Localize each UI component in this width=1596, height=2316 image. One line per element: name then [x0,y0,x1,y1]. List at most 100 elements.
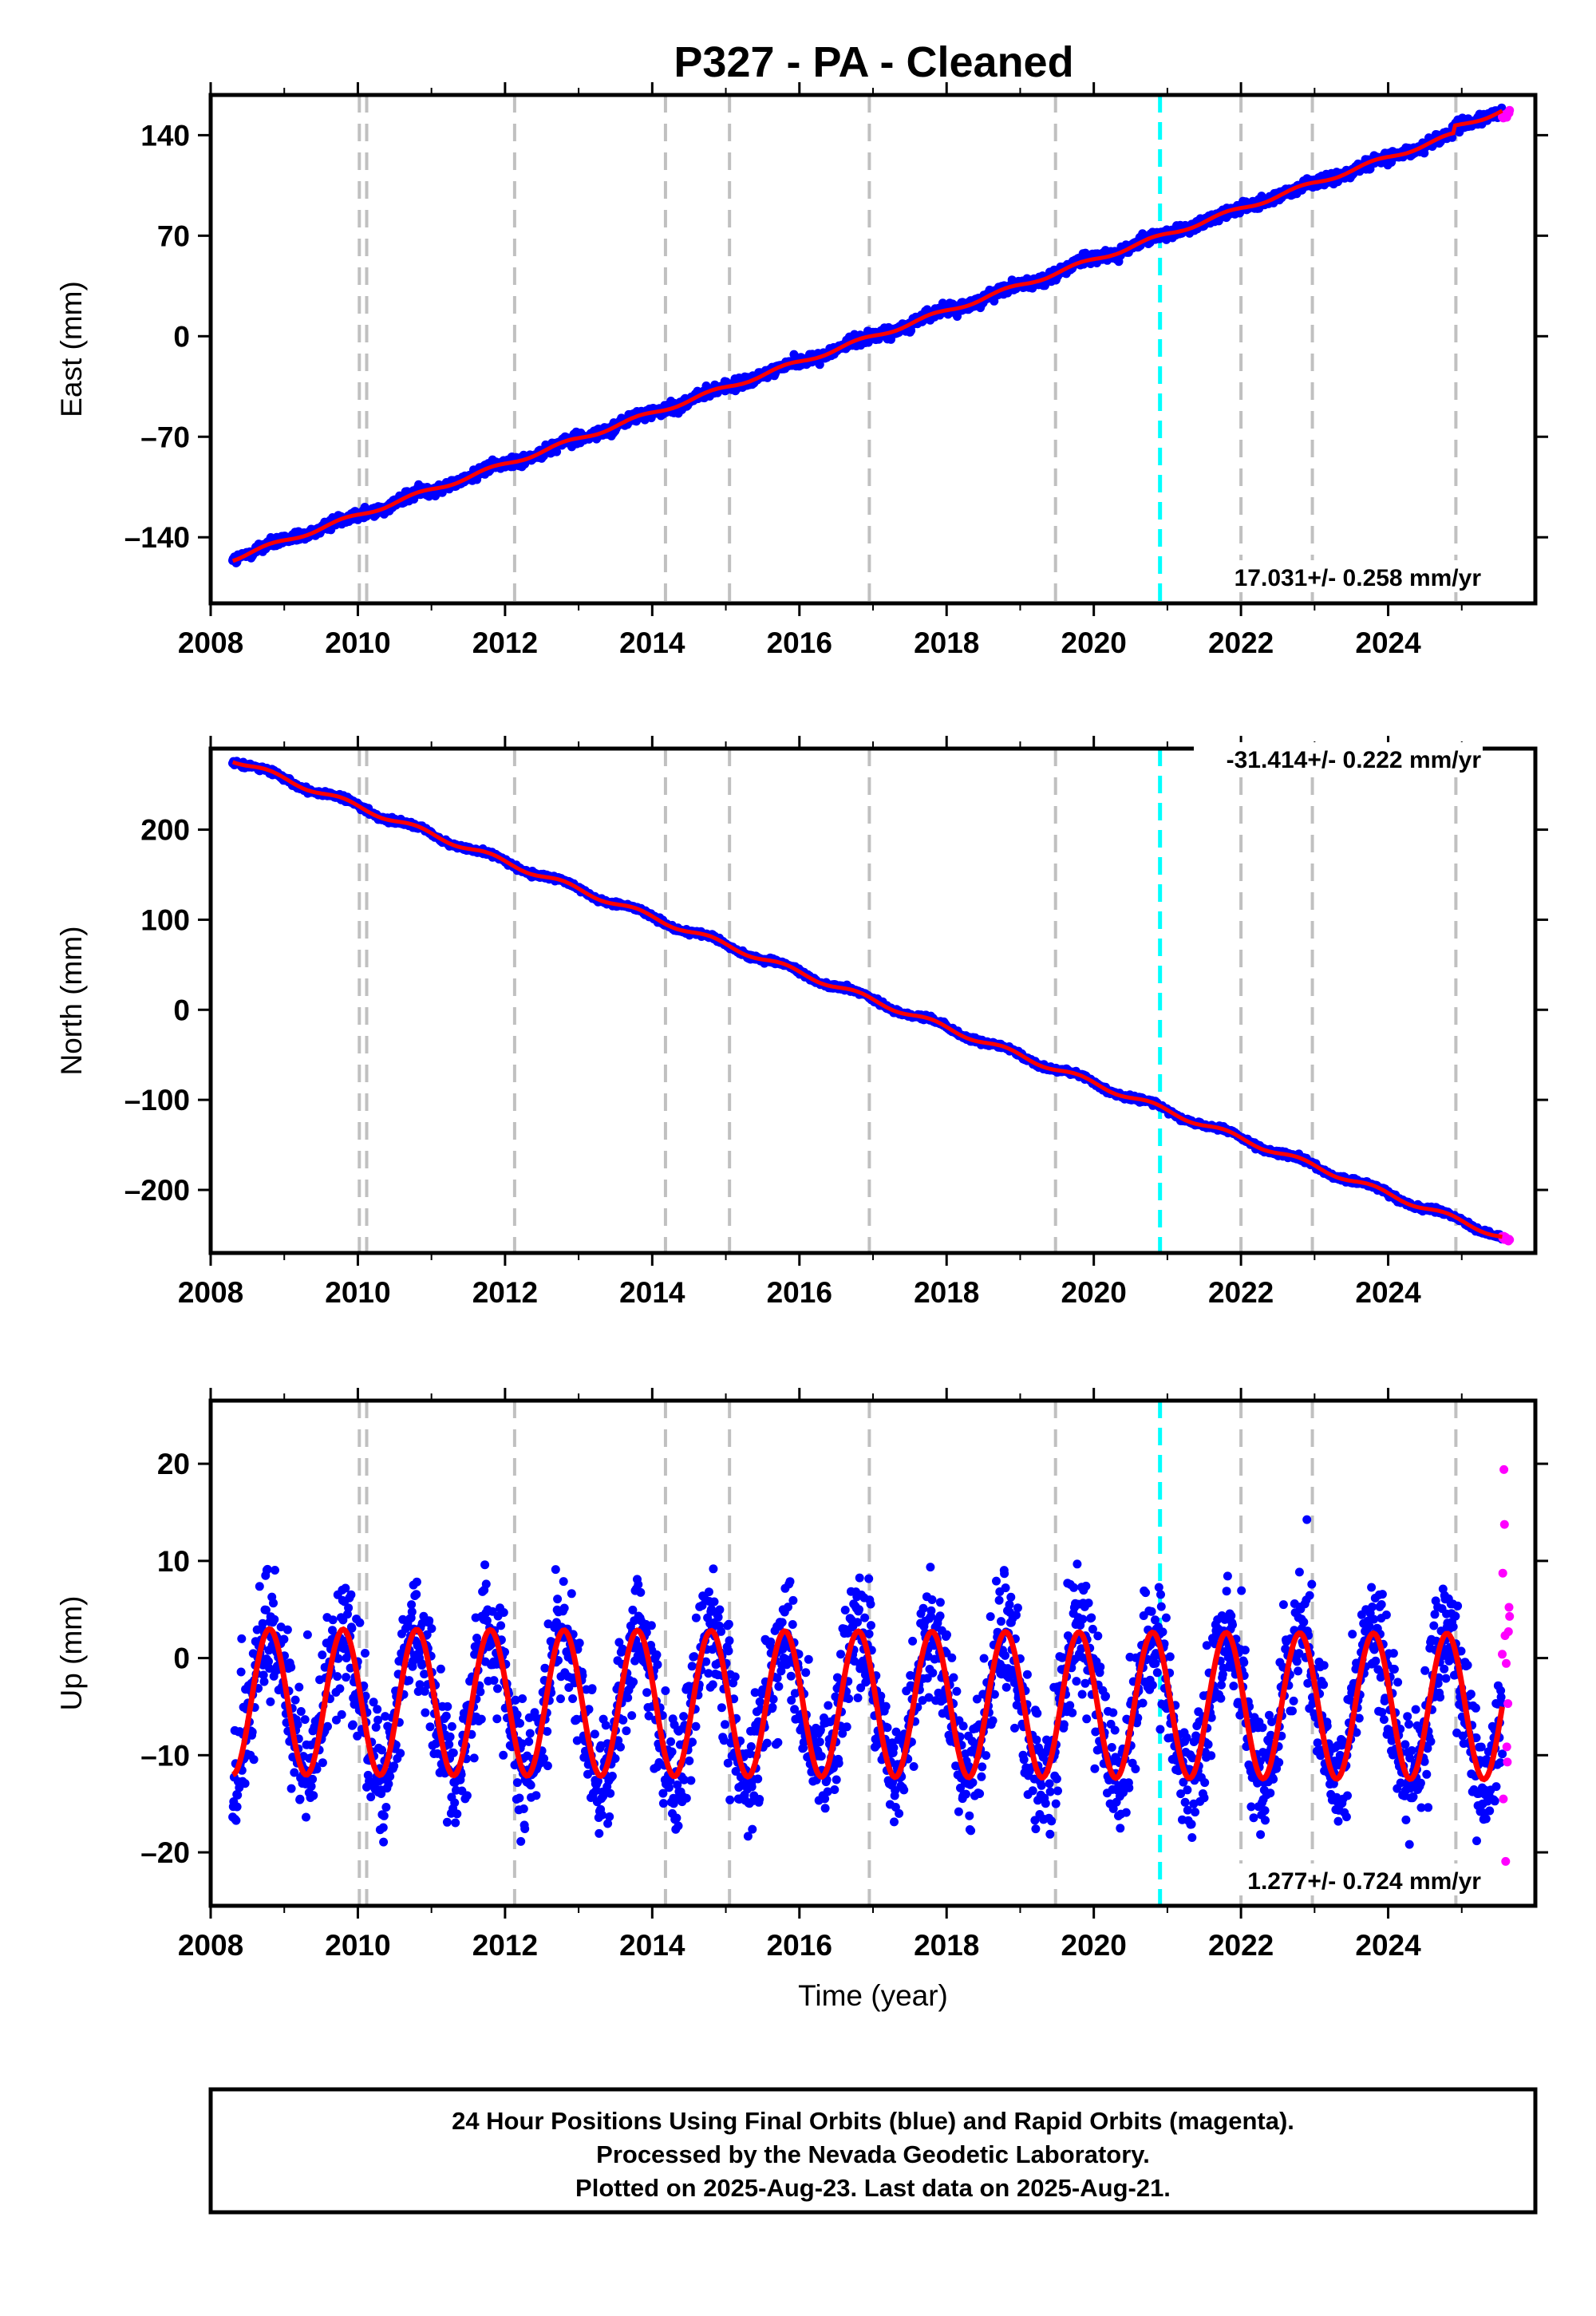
final-orbit-point [348,1720,358,1729]
final-orbit-point [385,1772,395,1781]
final-orbit-point [264,1657,273,1666]
x-tick-label: 2008 [178,626,243,659]
final-orbit-point [373,1705,382,1714]
x-tick-label: 2018 [914,1276,979,1309]
rate-label-bg [1194,560,1483,592]
y-tick-label: 200 [140,814,190,847]
final-orbit-point [308,1774,318,1784]
final-orbit-point [412,1590,421,1599]
final-orbit-point [282,1625,292,1634]
final-orbit-point [379,1837,389,1847]
final-orbit-point [342,1673,351,1682]
final-orbit-point [237,1634,247,1643]
x-tick-label: 2022 [1208,1276,1274,1309]
x-tick-label: 2012 [472,1276,538,1309]
final-orbit-point [295,1794,305,1804]
final-orbit-point [255,1582,264,1591]
x-tick-label: 2024 [1355,1276,1421,1309]
final-orbit-point [417,1618,427,1628]
x-tick-label: 2016 [767,1276,832,1309]
final-orbit-point [300,1715,310,1725]
final-orbit-point [552,447,562,456]
up-panel: 2008 2010 2012 2014 2016 2018 2020 2022 20242010… [55,1388,1548,1962]
x-tick-label: 2020 [1061,1276,1127,1309]
y-tick-label: –140 [124,521,190,554]
final-orbit-point [306,1781,316,1791]
final-orbit-point [236,1667,246,1677]
final-orbit-point [417,1661,427,1670]
y-axis-label: North (mm) [55,926,88,1075]
final-orbit-point [381,1803,391,1812]
x-tick-label: 2008 [178,1276,243,1309]
final-orbit-point [271,1566,279,1575]
final-orbit-point [269,1599,278,1608]
rate-label: -31.414+/- 0.222 mm/yr [1227,747,1482,773]
final-orbit-point [259,1670,268,1680]
x-tick-label: 2022 [1208,626,1274,659]
final-orbit-point [296,1707,306,1716]
final-orbit-point [293,1720,302,1729]
final-orbit-point [361,1649,369,1658]
final-orbit-point [309,1791,318,1800]
final-orbit-point [407,1607,417,1617]
final-orbit-point [405,1676,414,1686]
final-orbit-point [371,1722,381,1732]
final-orbit-point [263,1564,272,1574]
y-tick-label: 100 [140,903,190,936]
final-orbit-point [815,360,824,370]
panel-data [228,95,1515,603]
model-curve [231,760,1503,1239]
final-orbit-point [247,1727,257,1737]
y-tick-label: 140 [140,119,190,152]
final-orbit-point [279,1634,289,1644]
rapid-orbit-point [1505,1235,1515,1244]
final-orbit-point [366,1792,376,1802]
y-tick-label: –100 [124,1084,190,1117]
final-orbit-point [415,1680,425,1690]
final-orbit-point [381,1712,390,1721]
x-tick-label: 2024 [1355,626,1421,659]
final-orbit-point [231,1816,241,1825]
final-orbit-point [355,1618,365,1627]
panel-data [228,1401,1515,1906]
final-orbit-point [413,1687,423,1696]
final-orbit-point [286,1662,296,1672]
east-panel: 2008 2010 2012 2014 2016 2018 2020 2022 20241407… [55,82,1548,659]
rapid-orbit-point [1505,105,1515,115]
final-orbit-point [232,1802,242,1812]
final-orbit-point [334,1654,343,1663]
final-orbit-point [335,1684,345,1694]
y-tick-label: –70 [140,421,190,453]
x-tick-label: 2010 [325,626,390,659]
y-tick-label: 0 [173,994,190,1026]
final-orbit-point [276,1622,286,1632]
chart-title: P327 - PA - Cleaned [674,38,1073,86]
x-tick-label: 2010 [325,1276,390,1309]
y-tick-label: 0 [173,320,190,353]
final-orbit-point [341,1583,350,1593]
y-axis-label: East (mm) [55,281,88,417]
final-orbit-point [347,1623,357,1633]
rate-label-bg [1194,742,1483,774]
final-orbit-point [332,1715,341,1725]
final-orbit-point [377,1789,386,1798]
final-orbit-point [270,1614,279,1624]
final-orbit-point [266,1697,275,1706]
final-orbit-point [323,1721,332,1731]
panel-data [228,749,1515,1253]
final-orbit-point [373,1715,383,1725]
x-tick-label: 2020 [1061,626,1127,659]
final-orbit-point [240,1779,250,1788]
final-orbit-point [302,1630,312,1639]
model-curve [231,109,1503,563]
final-orbit-point [412,1577,421,1587]
final-orbit-point [261,1605,271,1614]
final-orbit-point [302,1812,310,1822]
x-tick-label: 2018 [914,626,979,659]
final-orbit-point [346,1590,356,1599]
final-orbit-point [290,1768,299,1777]
final-orbit-point [318,1758,327,1768]
x-tick-label: 2016 [767,626,832,659]
final-orbit-point [384,1779,393,1788]
final-orbit-point [369,1697,378,1707]
